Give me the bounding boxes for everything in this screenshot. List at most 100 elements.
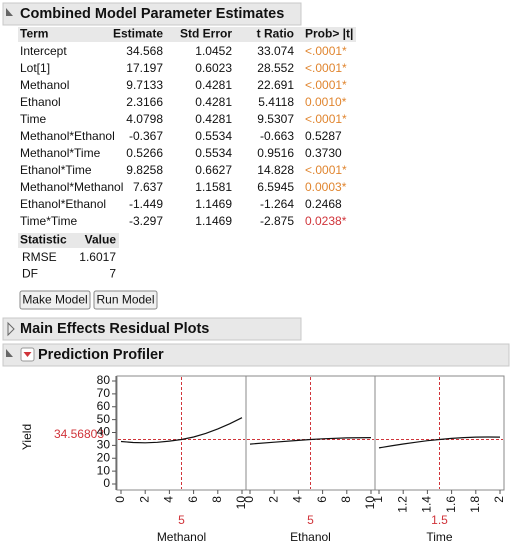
table-cell: 0.0010* xyxy=(305,95,347,109)
y-tick-label: 50 xyxy=(97,412,111,426)
table-cell: Time*Time xyxy=(20,214,77,228)
table-cell: 0.4281 xyxy=(195,95,232,109)
table-cell: 1.1469 xyxy=(195,214,232,228)
y-tick-label: 0 xyxy=(103,476,110,490)
factor-name: Methanol xyxy=(157,530,206,544)
table-cell: 0.5534 xyxy=(195,129,232,143)
table-cell: 1.1469 xyxy=(195,197,232,211)
column-header: Term xyxy=(20,27,48,41)
button[interactable] xyxy=(93,290,158,310)
outline-title: Combined Model Parameter Estimates xyxy=(20,6,284,22)
x-tick-label: 1.4 xyxy=(420,496,434,513)
table-cell: 0.6627 xyxy=(195,163,232,177)
button-label[interactable]: Run Model xyxy=(96,293,154,307)
x-tick-label: 2 xyxy=(137,496,151,503)
table-cell: 6.5945 xyxy=(257,180,294,194)
x-tick-label: 2 xyxy=(266,496,280,503)
x-tick-label: 1.2 xyxy=(395,496,409,513)
outline-header xyxy=(2,343,510,367)
outline-header xyxy=(2,317,302,341)
current-value[interactable]: 5 xyxy=(178,513,185,527)
x-tick-label: 1.6 xyxy=(444,496,458,513)
table-cell: -0.367 xyxy=(129,129,163,143)
y-current: 34.56803 xyxy=(54,427,104,441)
table-cell: 1.0452 xyxy=(195,44,232,58)
profile-curve xyxy=(378,436,501,449)
x-tick-label: 4 xyxy=(291,496,305,503)
y-label: Yield xyxy=(20,424,34,450)
profile-curve xyxy=(249,437,372,445)
outline-header xyxy=(2,2,302,26)
table-cell: 0.5534 xyxy=(195,146,232,160)
disclosure-icon[interactable] xyxy=(7,321,15,337)
table-cell: -2.875 xyxy=(260,214,294,228)
column-header: Statistic xyxy=(20,233,67,247)
column-header: Estimate xyxy=(113,27,163,41)
table-cell: Methanol*Methanol xyxy=(20,180,123,194)
table-header-bg xyxy=(18,233,119,248)
x-tick-label: 0 xyxy=(113,496,127,503)
current-value[interactable]: 5 xyxy=(307,513,314,527)
table-cell: -1.449 xyxy=(129,197,163,211)
factor-name: Time xyxy=(426,530,453,544)
table-cell: Ethanol*Time xyxy=(20,163,92,177)
disclosure-icon[interactable] xyxy=(6,349,13,357)
table-cell: 28.552 xyxy=(257,61,294,75)
table-cell: <.0001* xyxy=(305,44,347,58)
x-tick-label: 2 xyxy=(492,496,506,503)
table-cell: 9.8258 xyxy=(126,163,163,177)
table-cell: 1.1581 xyxy=(195,180,232,194)
table-cell: <.0001* xyxy=(305,61,347,75)
x-tick-label: 1 xyxy=(371,496,385,503)
table-cell: Methanol xyxy=(20,78,69,92)
button[interactable] xyxy=(19,290,91,310)
x-tick-label: 1.8 xyxy=(468,496,482,513)
table-cell: -0.663 xyxy=(260,129,294,143)
table-cell: 1.6017 xyxy=(79,250,116,264)
factor-name: Ethanol xyxy=(290,530,331,544)
y-tick-label: 20 xyxy=(97,450,111,464)
table-cell: 4.0798 xyxy=(126,112,163,126)
table-header-bg xyxy=(18,27,356,42)
table-cell: 0.9516 xyxy=(257,146,294,160)
outline-title: Main Effects Residual Plots xyxy=(20,321,209,337)
table-cell: 0.5287 xyxy=(305,129,342,143)
table-cell: <.0001* xyxy=(305,78,347,92)
x-tick-label: 4 xyxy=(162,496,176,503)
table-cell: 22.691 xyxy=(257,78,294,92)
table-cell: <.0001* xyxy=(305,112,347,126)
current-value[interactable]: 1.5 xyxy=(431,513,448,527)
y-tick-label: 10 xyxy=(97,463,111,477)
table-cell: Ethanol*Ethanol xyxy=(20,197,106,211)
table-cell: RMSE xyxy=(22,250,57,264)
y-tick-label: 60 xyxy=(97,399,111,413)
table-cell: 14.828 xyxy=(257,163,294,177)
table-cell: Ethanol xyxy=(20,95,61,109)
menu-icon xyxy=(23,352,32,357)
table-cell: 2.3166 xyxy=(126,95,163,109)
table-cell: 17.197 xyxy=(126,61,163,75)
table-cell: Time xyxy=(20,112,47,126)
column-header: Value xyxy=(85,233,117,247)
table-cell: Methanol*Time xyxy=(20,146,101,160)
table-cell: 7 xyxy=(109,267,116,281)
disclosure-icon[interactable] xyxy=(6,8,13,16)
outline-title: Prediction Profiler xyxy=(38,347,164,363)
x-tick-label: 6 xyxy=(315,496,329,503)
table-cell: 0.0238* xyxy=(305,214,347,228)
column-header: t Ratio xyxy=(257,27,294,41)
table-cell: 7.637 xyxy=(133,180,163,194)
y-tick-label: 70 xyxy=(97,386,111,400)
x-tick-label: 6 xyxy=(186,496,200,503)
table-cell: 0.2468 xyxy=(305,197,342,211)
table-cell: 0.4281 xyxy=(195,112,232,126)
table-cell: 0.6023 xyxy=(195,61,232,75)
column-header: Std Error xyxy=(180,27,232,41)
table-cell: <.0001* xyxy=(305,163,347,177)
table-cell: -1.264 xyxy=(260,197,294,211)
table-cell: Intercept xyxy=(20,44,67,58)
button-label[interactable]: Make Model xyxy=(22,293,87,307)
x-tick-label: 10 xyxy=(234,496,248,510)
x-tick-label: 0 xyxy=(242,496,256,503)
